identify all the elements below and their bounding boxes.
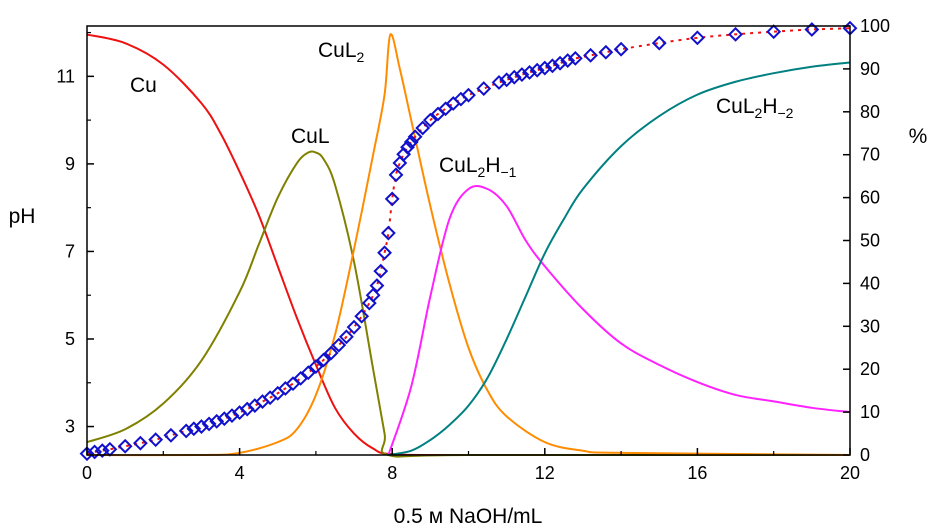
titration-point [365, 287, 381, 303]
y-axis-right-label: % [909, 125, 928, 148]
titration-layer [79, 20, 858, 462]
titration-point [380, 225, 396, 241]
titration-point [461, 87, 476, 103]
titration-point [285, 376, 301, 392]
y-right-tick-label: 40 [860, 273, 880, 293]
axis-layer: 0 4 8 12 16 20 3 5 7 9 11 0 10 20 30 40 50 60 70 80 90 100 [56, 16, 890, 483]
titration-point [552, 55, 568, 71]
titration-point [537, 60, 553, 76]
y-right-tick-label: 100 [860, 16, 890, 36]
titration-point [354, 308, 370, 324]
titration-point [445, 96, 461, 111]
series-line-cul2h-1 [387, 185, 851, 456]
titration-point [804, 22, 820, 37]
y-right-tick-label: 30 [860, 316, 880, 336]
y-axis-left-label: pH [9, 205, 36, 228]
y-left-tick-label: 5 [65, 329, 75, 349]
x-tick-label: 12 [535, 463, 555, 483]
series-line-cul2 [86, 33, 851, 457]
label-layer: Cu CuL CuL2 CuL2H−1 CuL2H−2 [130, 39, 794, 180]
titration-point [178, 423, 194, 439]
titration-point [194, 419, 209, 434]
titration-point [403, 134, 419, 150]
series-label-cul: CuL [291, 125, 330, 148]
titration-point [598, 44, 614, 60]
titration-point [323, 345, 339, 361]
titration-point [613, 41, 629, 57]
titration-point [438, 101, 454, 117]
x-tick-label: 0 [82, 463, 92, 483]
series-label-cul2h-1: CuL2H−1 [439, 154, 517, 180]
titration-point [117, 438, 133, 454]
y-right-tick-label: 70 [860, 145, 880, 165]
y-right-tick-label: 10 [860, 402, 880, 422]
titration-point [651, 35, 667, 51]
x-axis-label: 0.5 м NaOH/mL [394, 505, 543, 528]
series-line-cul [86, 150, 850, 458]
y-left-tick-label: 7 [65, 241, 75, 261]
titration-point [766, 24, 782, 40]
titration-point [132, 435, 148, 451]
series-label-cu: Cu [130, 74, 157, 97]
titration-point [506, 69, 522, 85]
titration-fit-line [86, 27, 851, 455]
titration-point [361, 295, 377, 311]
y-right-tick-label: 60 [860, 188, 880, 208]
titration-point [316, 352, 331, 368]
titration-point [384, 191, 400, 207]
titration-point [186, 421, 202, 437]
series-line-cul2h-2 [388, 61, 851, 456]
titration-point [529, 62, 545, 78]
x-tick-label: 8 [387, 463, 397, 483]
titration-point [79, 446, 95, 462]
titration-point [415, 120, 431, 136]
titration-point [560, 53, 576, 68]
x-tick-label: 4 [235, 463, 245, 483]
titration-point [94, 443, 110, 459]
y-left-tick-label: 3 [65, 417, 75, 437]
titration-point [476, 81, 492, 97]
titration-point [163, 427, 179, 443]
titration-point [545, 58, 560, 74]
titration-point [491, 75, 507, 90]
titration-point [339, 329, 354, 345]
titration-point [300, 365, 316, 381]
titration-point [377, 245, 392, 261]
titration-point [346, 319, 362, 335]
titration-point [369, 278, 385, 294]
x-tick-label: 20 [840, 463, 860, 483]
titration-point [583, 47, 598, 63]
titration-point [689, 30, 705, 46]
titration-point [400, 139, 415, 155]
series-label-cul2h-2: CuL2H−2 [716, 95, 794, 121]
x-tick-label: 16 [687, 463, 707, 483]
titration-point [499, 72, 515, 88]
titration-point [567, 50, 583, 66]
titration-point [728, 26, 743, 42]
y-right-tick-label: 0 [860, 445, 870, 465]
y-right-tick-label: 20 [860, 359, 880, 379]
titration-point [522, 64, 537, 80]
series-label-cul2: CuL2 [318, 39, 365, 65]
titration-point [148, 432, 164, 448]
titration-point [373, 263, 389, 279]
y-right-tick-label: 50 [860, 231, 880, 251]
titration-point [331, 337, 347, 353]
titration-point [388, 167, 404, 183]
y-left-tick-label: 11 [56, 66, 75, 86]
y-right-tick-label: 90 [860, 59, 880, 79]
titration-point [407, 129, 423, 145]
titration-point [308, 359, 324, 374]
y-left-tick-label: 9 [65, 154, 75, 174]
titration-point [87, 444, 103, 460]
titration-point [514, 67, 530, 83]
titration-point [209, 413, 225, 429]
titration-point [201, 416, 217, 432]
y-right-tick-label: 80 [860, 102, 880, 122]
titration-point [422, 112, 438, 128]
